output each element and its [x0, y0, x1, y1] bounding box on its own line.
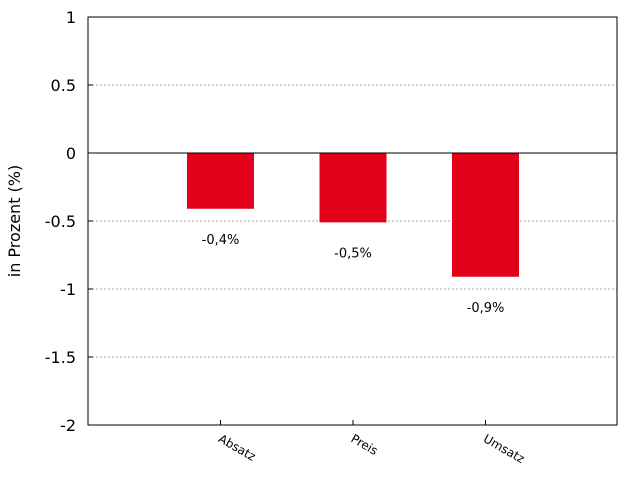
data-label: -0,4% [202, 233, 240, 248]
bar-umsatz [452, 153, 519, 277]
y-axis-title: in Prozent (%) [5, 165, 24, 277]
y-tick-label: -1 [60, 280, 76, 299]
y-tick-label: 0.5 [51, 76, 76, 95]
y-tick-label: -0.5 [45, 212, 76, 231]
bar-preis [319, 153, 387, 223]
y-tick-label: -2 [60, 416, 76, 435]
y-tick-labels: 1 0.5 0 -0.5 -1 -1.5 -2 [45, 8, 93, 435]
y-tick-label: -1.5 [45, 348, 76, 367]
data-label: -0,9% [467, 301, 505, 316]
data-label: -0,5% [334, 246, 372, 261]
gridlines [88, 84, 617, 358]
bars [187, 153, 519, 277]
category-labels: Absatz Preis Umsatz [216, 420, 527, 466]
x-tick-label: Umsatz [481, 431, 527, 466]
x-tick-label: Absatz [216, 431, 258, 463]
x-tick-label: Preis [349, 431, 381, 457]
y-tick-label: 1 [66, 8, 76, 27]
y-tick-label: 0 [66, 144, 76, 163]
bar-absatz [187, 153, 254, 209]
data-labels: -0,4% -0,5% -0,9% [202, 233, 505, 316]
